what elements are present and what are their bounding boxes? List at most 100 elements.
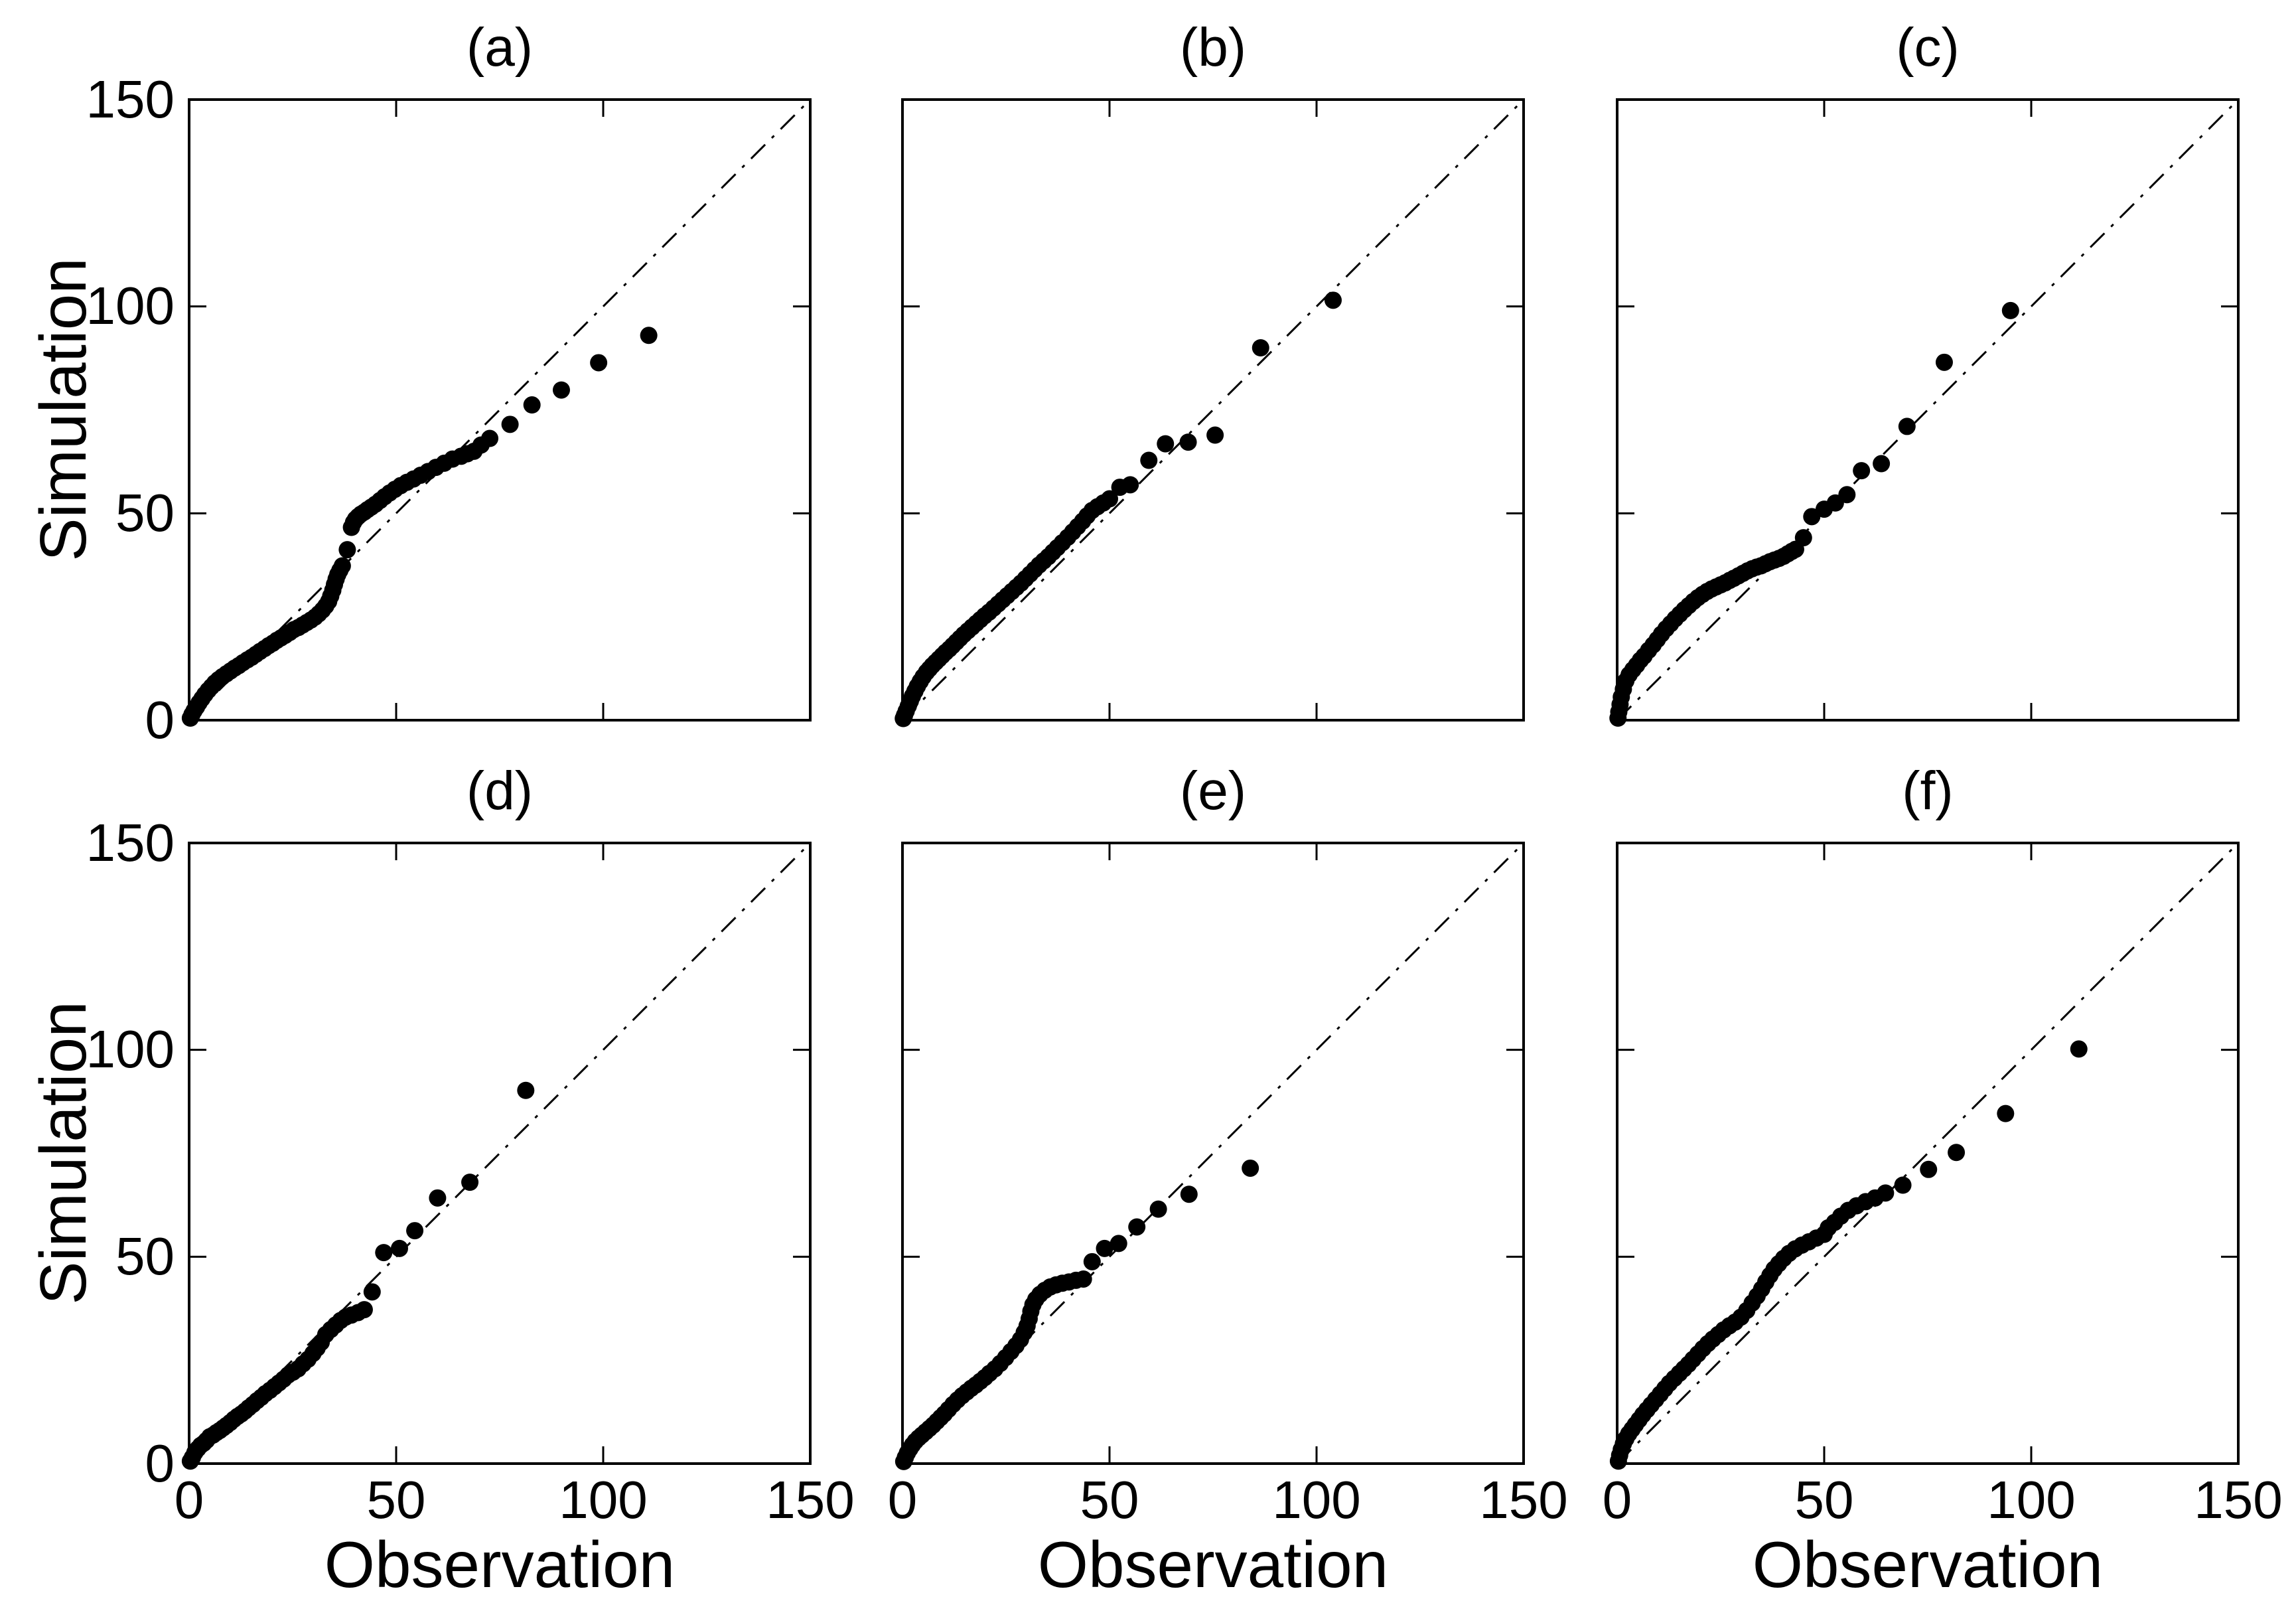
data-point xyxy=(1853,462,1871,480)
data-point xyxy=(517,1081,535,1099)
x-tick-label-100: 100 xyxy=(559,1470,648,1529)
data-point xyxy=(1324,291,1342,309)
data-point xyxy=(1180,1185,1198,1203)
x-tick-label-0: 0 xyxy=(174,1470,204,1529)
data-point xyxy=(1110,1235,1127,1253)
data-point xyxy=(1877,1184,1895,1202)
data-point xyxy=(2001,301,2019,319)
data-point xyxy=(1997,1104,2015,1122)
panel-c: (c) xyxy=(1609,17,2240,727)
panel-d: (d) Simulation 150 100 50 0 0 50 100 150… xyxy=(27,761,855,1597)
data-point xyxy=(406,1222,424,1240)
panel-e-x-axis-label: Observation xyxy=(1037,1528,1389,1599)
panel-b-title: (b) xyxy=(1179,17,1247,78)
data-point xyxy=(1206,426,1224,444)
data-point xyxy=(363,1283,381,1301)
data-point xyxy=(1179,433,1197,451)
x-tick-label-100: 100 xyxy=(1272,1470,1361,1529)
panel-f-svg xyxy=(1609,842,2240,1470)
y-tick-label-0: 0 xyxy=(145,690,175,749)
reference-line xyxy=(1616,842,2240,1465)
data-point xyxy=(1083,1253,1101,1270)
panel-b: (b) xyxy=(895,17,1525,727)
x-tick-label-150: 150 xyxy=(2194,1470,2283,1529)
x-tick-label-50: 50 xyxy=(366,1470,426,1529)
panel-d-plot-area xyxy=(181,842,812,1470)
data-point xyxy=(461,1174,479,1191)
data-point xyxy=(1920,1160,1938,1178)
y-tick-label-50: 50 xyxy=(115,483,175,542)
x-tick-label-150: 150 xyxy=(1479,1470,1568,1529)
y-tick-label-150: 150 xyxy=(86,70,175,129)
data-point xyxy=(1096,1239,1113,1257)
data-point xyxy=(1803,508,1821,526)
data-point xyxy=(501,416,519,433)
y-tick-label-100: 100 xyxy=(86,276,175,335)
data-point xyxy=(640,327,658,344)
x-tick-label-50: 50 xyxy=(1794,1470,1854,1529)
data-point xyxy=(523,396,541,414)
data-point xyxy=(333,557,351,575)
panel-b-plot-area xyxy=(895,98,1525,727)
panel-c-title: (c) xyxy=(1896,17,1960,78)
panel-e-title: (e) xyxy=(1179,761,1247,821)
panel-a-svg xyxy=(181,98,812,727)
panel-e: (e) 0 50 100 150 Observation xyxy=(888,761,1568,1597)
panel-f: (f) 0 50 100 150 Observation xyxy=(1603,761,2283,1597)
x-tick-label-0: 0 xyxy=(1602,1470,1632,1529)
panel-d-x-axis-label: Observation xyxy=(324,1528,676,1599)
panel-f-title: (f) xyxy=(1902,761,1954,821)
panel-d-svg xyxy=(181,842,812,1470)
y-tick-label-100: 100 xyxy=(86,1020,175,1079)
x-tick-label-100: 100 xyxy=(1987,1470,2076,1529)
axes-box xyxy=(1616,842,2240,1465)
scatter-points xyxy=(1609,1040,2088,1470)
panel-e-plot-area xyxy=(895,842,1525,1470)
reference-line xyxy=(1616,98,2240,722)
data-point xyxy=(1794,529,1812,547)
data-point xyxy=(1074,1270,1092,1288)
data-point xyxy=(2070,1040,2088,1058)
scatter-points xyxy=(181,327,658,727)
data-point xyxy=(1128,1218,1146,1236)
y-tick-label-0: 0 xyxy=(145,1434,175,1493)
y-tick-label-50: 50 xyxy=(115,1227,175,1286)
panel-a-plot-area xyxy=(181,98,812,727)
axes-box xyxy=(188,842,812,1465)
panel-a: (a) Simulation 150 100 50 0 xyxy=(27,17,812,747)
data-point xyxy=(375,1244,393,1262)
data-point xyxy=(1101,490,1118,508)
panel-f-x-axis-label: Observation xyxy=(1752,1528,2104,1599)
panel-c-svg xyxy=(1609,98,2240,727)
data-point xyxy=(1873,455,1891,473)
data-point xyxy=(1838,486,1856,504)
data-point xyxy=(590,354,608,372)
data-point xyxy=(1894,1176,1912,1194)
data-point xyxy=(1121,476,1139,494)
data-point xyxy=(1157,435,1175,453)
data-point xyxy=(1140,451,1158,469)
panel-c-plot-area xyxy=(1609,98,2240,727)
panel-e-svg xyxy=(895,842,1525,1470)
axes-box xyxy=(901,842,1525,1465)
reference-line xyxy=(188,98,812,722)
data-point xyxy=(1948,1144,1966,1162)
scatter-points xyxy=(1609,301,2019,727)
data-point xyxy=(1149,1200,1167,1218)
panel-b-svg xyxy=(895,98,1525,727)
scatter-points xyxy=(895,291,1342,727)
x-tick-label-150: 150 xyxy=(766,1470,855,1529)
x-tick-label-0: 0 xyxy=(887,1470,918,1529)
scatter-points xyxy=(181,1081,535,1470)
data-point xyxy=(1252,339,1269,356)
axes-box xyxy=(1616,98,2240,722)
y-tick-label-150: 150 xyxy=(86,813,175,872)
data-point xyxy=(429,1189,447,1207)
axes-box xyxy=(901,98,1525,722)
reference-line xyxy=(901,98,1525,722)
panel-d-title: (d) xyxy=(466,761,534,821)
data-point xyxy=(1898,418,1916,435)
data-point xyxy=(355,1301,373,1319)
axes-box xyxy=(188,98,812,722)
